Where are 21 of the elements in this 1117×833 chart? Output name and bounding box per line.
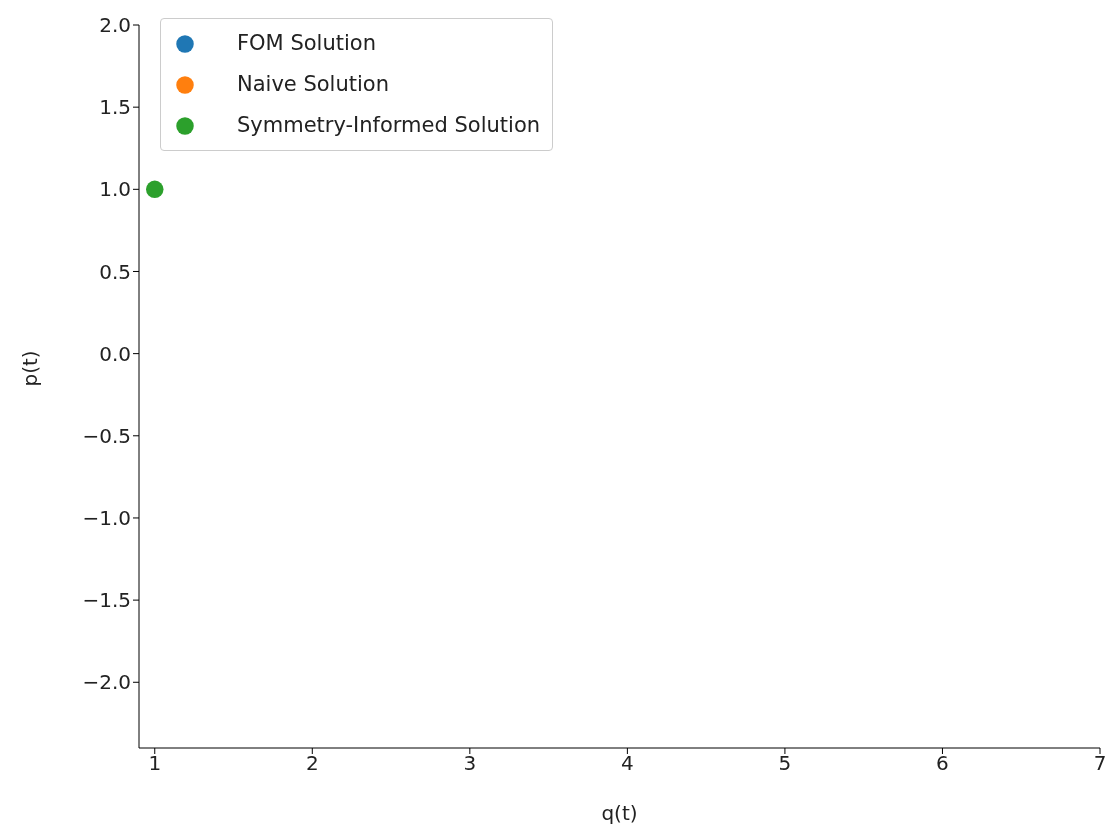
y-tick-label: −1.0 bbox=[82, 506, 131, 531]
legend-label: FOM Solution bbox=[237, 30, 376, 57]
y-tick-label: −2.0 bbox=[82, 670, 131, 695]
x-tick-label: 5 bbox=[778, 751, 792, 776]
x-tick-label: 2 bbox=[305, 751, 319, 776]
y-tick-label: 1.5 bbox=[99, 95, 131, 120]
x-tick-label: 7 bbox=[1093, 751, 1107, 776]
y-tick-label: −1.5 bbox=[82, 588, 131, 613]
y-tick-label: 1.0 bbox=[99, 177, 131, 202]
y-axis-title: p(t) bbox=[18, 350, 43, 387]
y-tick-label: −0.5 bbox=[82, 423, 131, 448]
x-tick-label: 6 bbox=[936, 751, 949, 776]
y-tick-label: 2.0 bbox=[99, 13, 131, 38]
y-tick-label: 0.5 bbox=[99, 259, 131, 284]
x-tick-label: 4 bbox=[621, 751, 634, 776]
x-tick-label: 3 bbox=[463, 751, 477, 776]
y-tick-label: 0.0 bbox=[99, 341, 131, 366]
legend-label: Symmetry-Informed Solution bbox=[237, 112, 541, 139]
x-axis-title: q(t) bbox=[601, 801, 638, 825]
x-tick-label: 1 bbox=[148, 751, 162, 776]
legend-label: Naive Solution bbox=[237, 71, 389, 98]
